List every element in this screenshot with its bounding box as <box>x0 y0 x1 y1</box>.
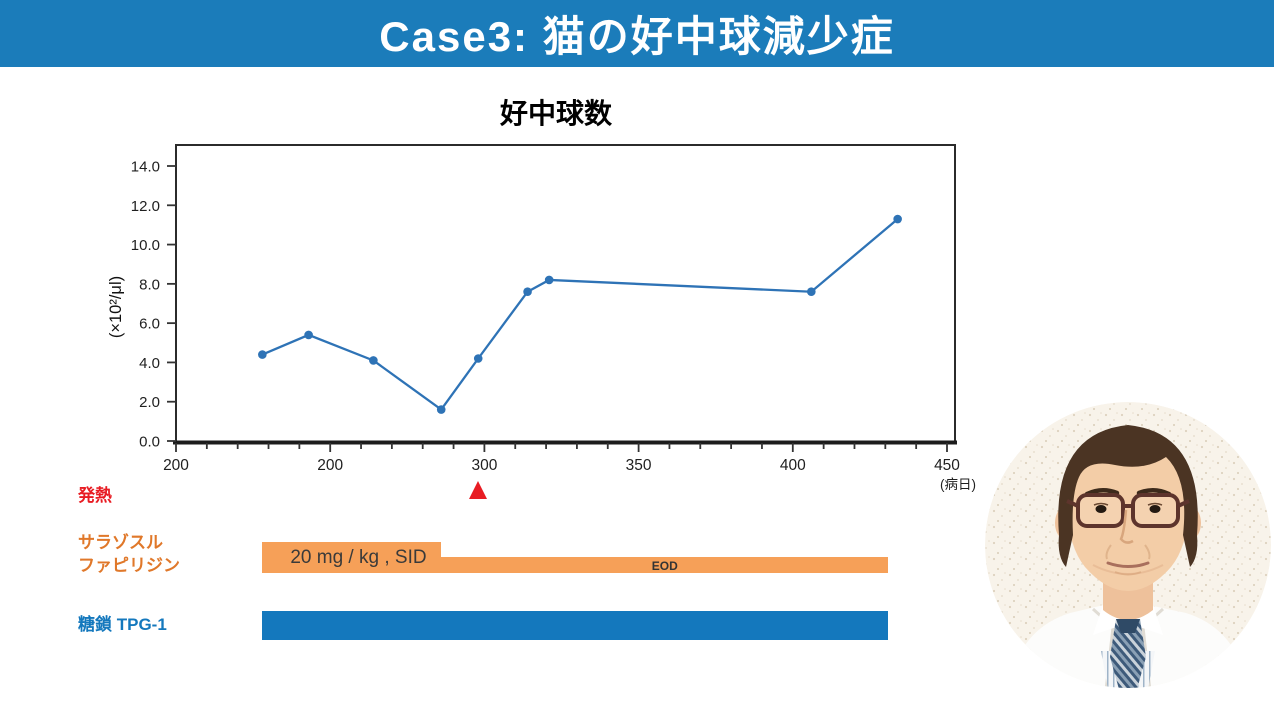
x-tick-label: 350 <box>626 457 652 474</box>
data-point <box>436 405 446 414</box>
x-axis-unit: (病日) <box>940 477 976 492</box>
plot-border <box>175 144 956 443</box>
data-point <box>369 356 378 365</box>
data-point <box>523 287 532 297</box>
data-point <box>807 287 816 297</box>
sid-dose-text: 20 mg / kg , SID <box>290 547 427 568</box>
presenter-figure <box>1005 425 1251 688</box>
chart-title: 好中球数 <box>499 98 612 129</box>
drug-bar-sid: 20 mg / kg , SID <box>262 542 442 573</box>
fever-marker-triangle-icon <box>469 481 488 499</box>
y-tick-label: 10.0 <box>131 237 160 254</box>
drug-label-line1: サラゾスル <box>78 533 163 552</box>
y-tick-label: 0.0 <box>139 434 160 451</box>
x-tick-label: 300 <box>471 457 497 474</box>
data-point <box>544 275 554 285</box>
y-tick-label: 8.0 <box>139 276 160 293</box>
data-line <box>261 218 899 412</box>
tpg1-label: 糖鎖 TPG-1 <box>78 615 167 634</box>
x-tick-label: 400 <box>780 457 806 474</box>
y-tick-label: 2.0 <box>139 394 160 411</box>
presenter-photo <box>985 402 1271 688</box>
eod-text: EOD <box>651 559 678 573</box>
hair <box>1058 425 1198 535</box>
x-tick-label: 450 <box>934 457 960 474</box>
drug-bar-eod: EOD <box>441 557 889 573</box>
y-tick-label: 12.0 <box>131 198 160 215</box>
y-tick-label: 6.0 <box>139 316 160 333</box>
data-point <box>473 354 483 363</box>
header-banner: Case3: 猫の好中球減少症 <box>0 0 1274 67</box>
y-tick-label: 14.0 <box>131 159 160 176</box>
fever-label: 発熱 <box>78 486 112 505</box>
data-point <box>893 214 902 224</box>
tpg1-bar <box>262 611 889 640</box>
drug-label: サラゾスル ファピリジン <box>78 531 180 577</box>
x-tick-label: 200 <box>317 457 343 474</box>
drug-label-line2: ファピリジン <box>78 556 180 575</box>
y-tick-label: 4.0 <box>139 355 160 372</box>
data-point <box>304 330 313 340</box>
y-axis-unit: (×10²/μl) <box>107 276 125 338</box>
data-point <box>258 350 267 359</box>
slide-title: Case3: 猫の好中球減少症 <box>379 13 895 60</box>
x-tick-label: 200 <box>163 457 189 474</box>
